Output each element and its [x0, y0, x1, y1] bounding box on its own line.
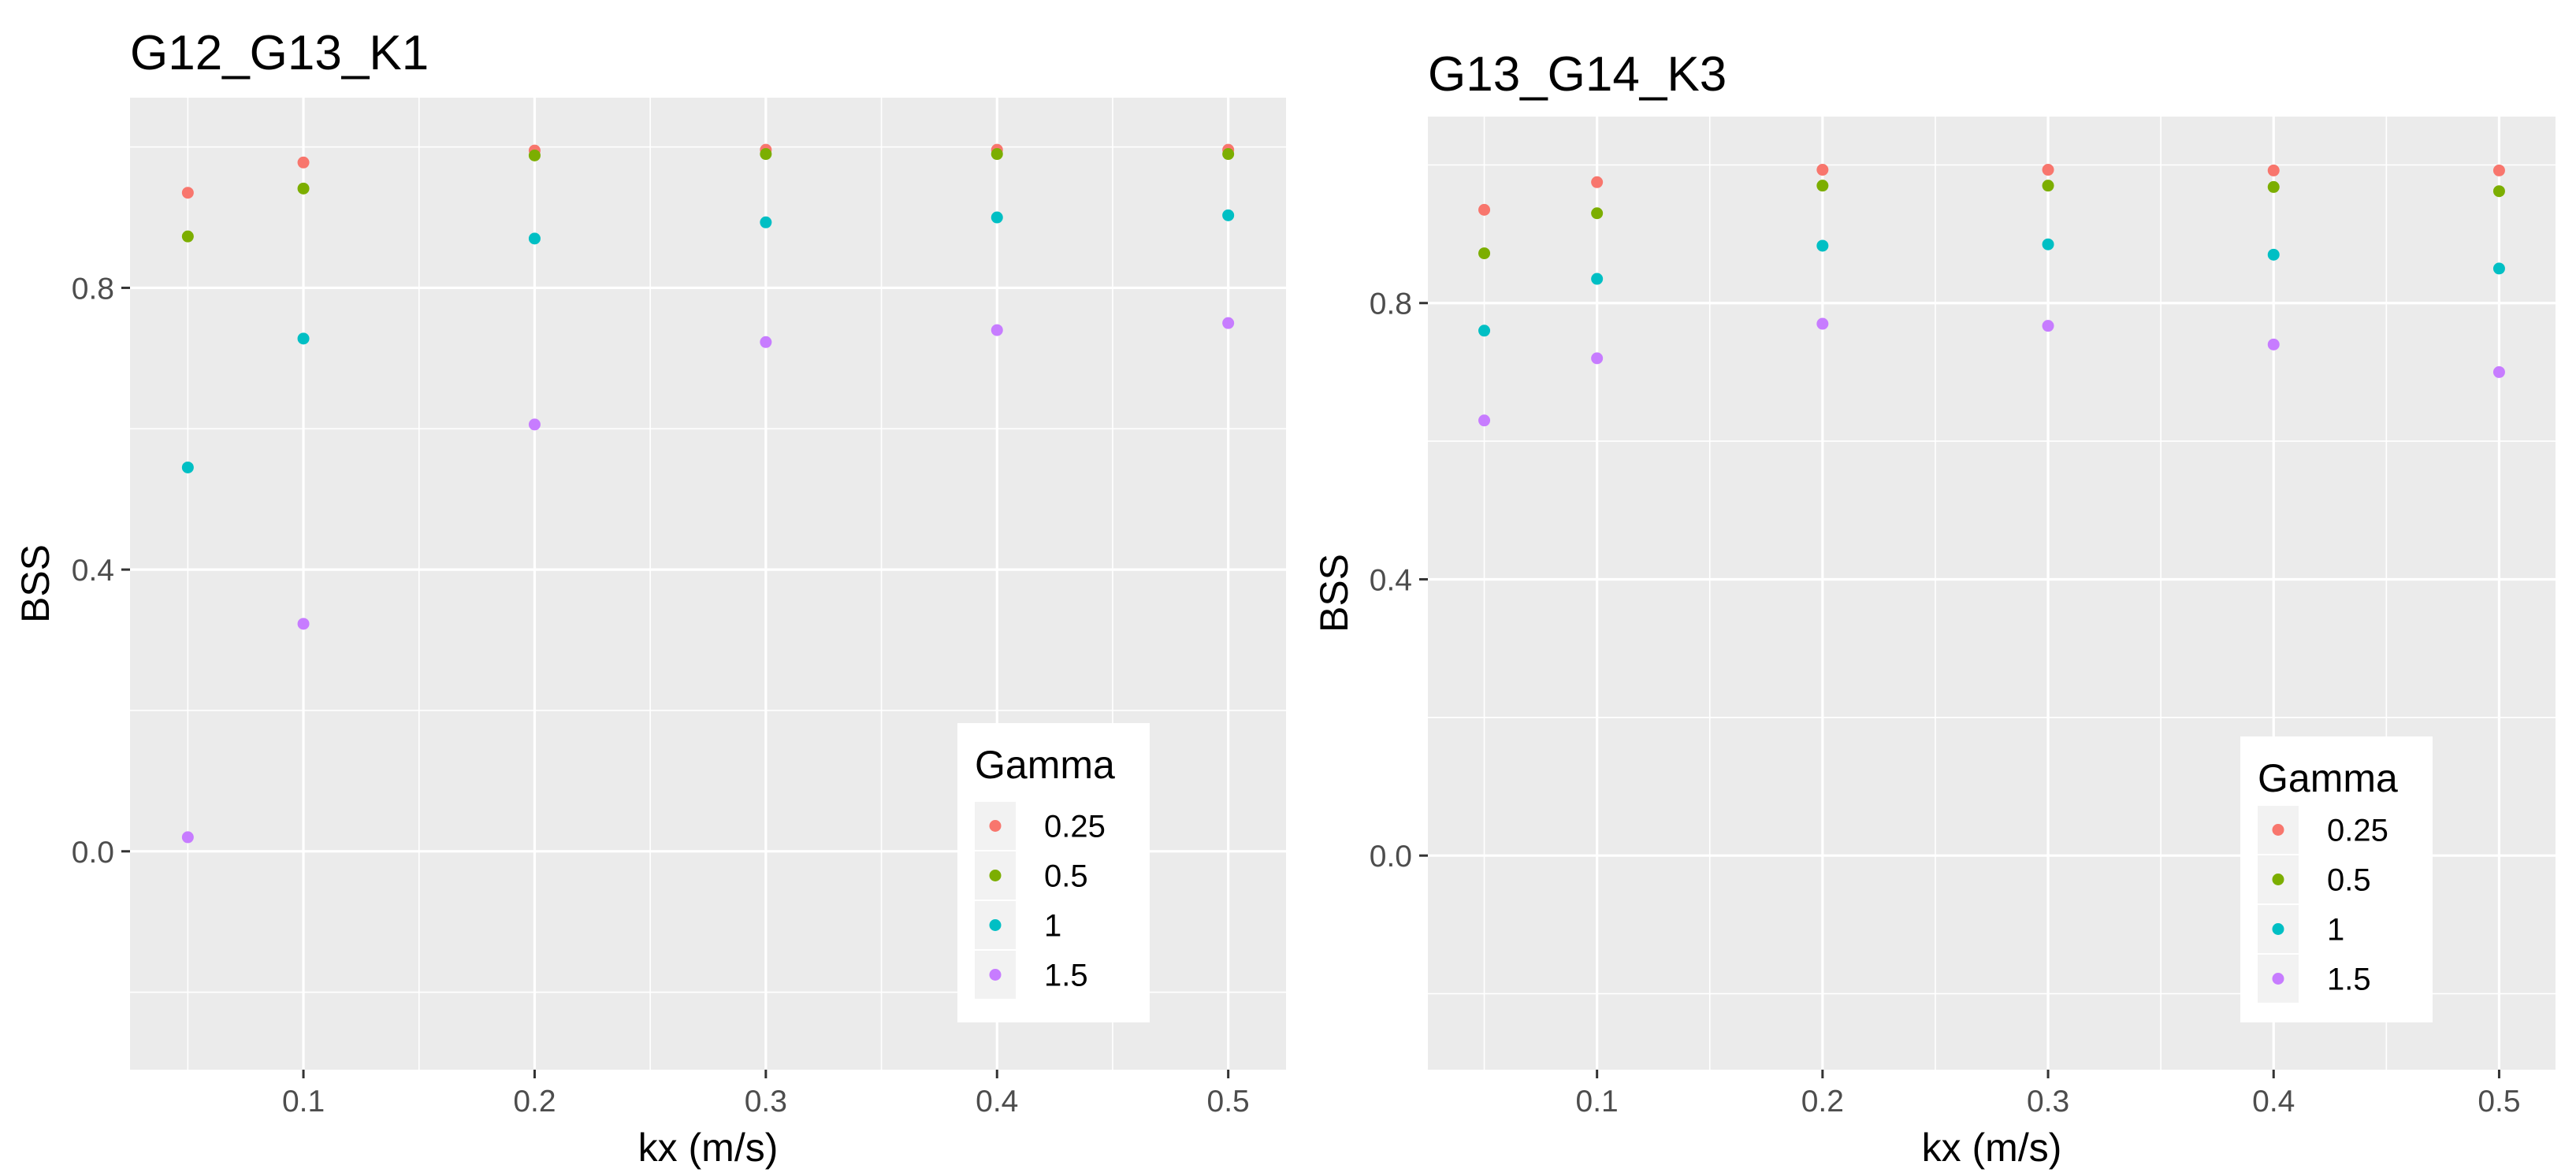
data-point-gamma-1 [2492, 262, 2505, 275]
x-tick-label: 0.3 [2027, 1085, 2069, 1118]
legend-key-gamma-1.5 [989, 969, 1002, 981]
y-axis-title: BSS [13, 544, 58, 623]
data-point-gamma-1.5 [2042, 320, 2054, 332]
data-point-gamma-1 [1816, 239, 1829, 252]
data-point-gamma-0.5 [1478, 247, 1491, 260]
legend-label: 0.25 [1044, 810, 1106, 844]
data-point-gamma-0.25 [1478, 203, 1491, 216]
x-tick-label: 0.1 [1576, 1085, 1619, 1118]
legend-key-gamma-1.5 [2272, 973, 2284, 985]
data-point-gamma-0.5 [2042, 180, 2054, 192]
data-point-gamma-0.5 [528, 149, 541, 161]
legend-key-gamma-0.25 [989, 820, 1002, 832]
legend-title: Gamma [975, 743, 1115, 787]
data-point-gamma-1.5 [1816, 317, 1829, 330]
data-point-gamma-0.25 [297, 156, 310, 169]
data-point-gamma-0.5 [991, 148, 1003, 161]
data-point-gamma-1 [2267, 248, 2280, 261]
legend-label: 0.25 [2327, 814, 2388, 848]
data-point-gamma-1.5 [181, 831, 194, 844]
data-point-gamma-1 [2042, 238, 2054, 250]
legend-label: 0.5 [2327, 863, 2371, 898]
x-tick-label: 0.3 [745, 1085, 787, 1118]
x-axis-title: kx (m/s) [1922, 1126, 2062, 1170]
legend-key-gamma-1 [989, 919, 1002, 931]
data-point-gamma-1 [181, 461, 194, 473]
x-tick-label: 0.4 [976, 1085, 1018, 1118]
data-point-gamma-0.5 [760, 148, 772, 161]
data-point-gamma-0.5 [2267, 180, 2280, 193]
data-point-gamma-1 [1478, 325, 1491, 337]
legend-title: Gamma [2258, 756, 2398, 800]
legend-key-gamma-0.5 [989, 870, 1002, 881]
y-tick-label: 0.4 [72, 554, 114, 588]
data-point-gamma-0.5 [1816, 180, 1829, 192]
data-point-gamma-1 [760, 216, 772, 228]
data-point-gamma-0.5 [297, 182, 310, 195]
x-tick-label: 0.1 [282, 1085, 325, 1118]
data-point-gamma-1.5 [528, 418, 541, 431]
data-point-gamma-1.5 [2492, 365, 2505, 378]
x-tick-label: 0.2 [513, 1085, 556, 1118]
x-tick-label: 0.2 [1801, 1085, 1844, 1118]
legend-key-gamma-0.5 [2272, 874, 2284, 885]
data-point-gamma-1.5 [1222, 317, 1235, 329]
data-point-gamma-1 [1222, 209, 1235, 221]
data-point-gamma-1.5 [1478, 414, 1491, 427]
y-tick-label: 0.8 [1370, 288, 1412, 321]
data-point-gamma-1.5 [2267, 338, 2280, 351]
data-point-gamma-0.25 [181, 187, 194, 199]
data-point-gamma-0.25 [2492, 164, 2505, 176]
chart-title: G13_G14_K3 [1428, 47, 1727, 102]
data-point-gamma-1 [991, 211, 1003, 224]
legend-key-gamma-1 [2272, 923, 2284, 935]
x-tick-label: 0.4 [2252, 1085, 2295, 1118]
legend-key-gamma-0.25 [2272, 824, 2284, 836]
data-point-gamma-0.5 [2492, 185, 2505, 198]
data-point-gamma-0.5 [1591, 207, 1604, 220]
legend-label: 1 [2327, 913, 2344, 948]
legend: Gamma 0.25 0.5 1 1.5 [957, 723, 1150, 1022]
x-tick-label: 0.5 [1207, 1085, 1250, 1118]
y-tick-label: 0.0 [72, 836, 114, 870]
x-axis-title: kx (m/s) [638, 1126, 779, 1170]
data-point-gamma-1.5 [297, 618, 310, 630]
y-tick-label: 0.0 [1370, 840, 1412, 874]
legend: Gamma 0.25 0.5 1 1.5 [2240, 736, 2433, 1022]
data-point-gamma-0.5 [1222, 148, 1235, 161]
y-axis-title: BSS [1312, 554, 1356, 633]
legend-label: 1.5 [2327, 963, 2371, 997]
data-point-gamma-1.5 [1591, 352, 1604, 365]
data-point-gamma-0.25 [2042, 164, 2054, 176]
data-point-gamma-0.25 [1591, 176, 1604, 188]
data-point-gamma-0.25 [2267, 164, 2280, 176]
data-point-gamma-1 [1591, 273, 1604, 285]
data-point-gamma-1.5 [991, 324, 1003, 336]
legend-label: 0.5 [1044, 859, 1088, 894]
data-point-gamma-0.25 [1816, 164, 1829, 176]
x-tick-label: 0.5 [2477, 1085, 2520, 1118]
data-point-gamma-1 [297, 332, 310, 345]
legend-label: 1.5 [1044, 959, 1088, 993]
data-point-gamma-0.5 [181, 230, 194, 243]
legend-label: 1 [1044, 909, 1061, 944]
chart-title: G12_G13_K1 [130, 26, 429, 80]
data-point-gamma-1.5 [760, 336, 772, 348]
y-tick-label: 0.8 [72, 272, 114, 306]
y-tick-label: 0.4 [1370, 563, 1412, 597]
data-point-gamma-1 [528, 232, 541, 245]
